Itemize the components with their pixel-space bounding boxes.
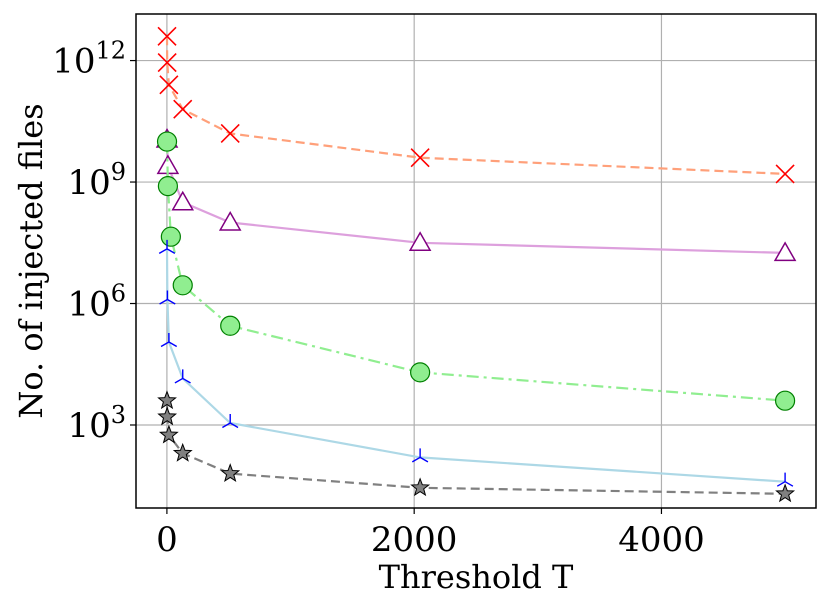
series-circle-point [172, 275, 193, 296]
series-x-point [173, 99, 193, 119]
series-star-line [165, 400, 786, 495]
y-tick-label: 103 [67, 401, 126, 446]
series-tri-down-point [411, 448, 429, 463]
series-x-point [159, 75, 179, 95]
series-circle-point [156, 131, 178, 152]
series-x [157, 26, 795, 184]
series-circle-point [774, 390, 796, 411]
series-triangle-point [171, 190, 195, 211]
series-tri-down-point [174, 369, 191, 384]
series-layer [155, 26, 797, 503]
series-x-point [220, 123, 240, 144]
series-triangle-point [218, 211, 242, 231]
series-x-point [775, 164, 795, 184]
series-triangle-point [773, 241, 797, 262]
y-tick-label: 1012 [52, 37, 126, 82]
series-circle-point [157, 175, 178, 197]
series-x-point [410, 148, 430, 168]
series-circle [156, 131, 796, 411]
series-tri-down [158, 239, 794, 487]
series-circle-point [220, 315, 241, 336]
series-star-point [172, 442, 193, 462]
y-tick-label: 106 [67, 280, 126, 325]
series-x-point [157, 26, 177, 46]
series-circle-point [160, 226, 181, 247]
series-triangle-point [408, 231, 432, 252]
series-star-point [220, 463, 241, 483]
grid [136, 14, 816, 508]
series-star-point [158, 424, 179, 444]
series-x-point [157, 53, 177, 73]
y-axis-title: No. of injected files [12, 103, 50, 418]
series-tri-down-point [158, 239, 176, 254]
series-tri-down-line [165, 248, 786, 483]
series-tri-down-point [222, 413, 239, 429]
y-tick-label: 109 [67, 158, 126, 203]
x-tick-label: 4000 [618, 520, 705, 560]
series-x-line [165, 36, 786, 175]
series-circle-line [165, 141, 786, 402]
series-star-point [410, 477, 431, 497]
series-star-point [157, 406, 178, 426]
series-star-point [157, 390, 177, 410]
series-star-point [775, 483, 796, 503]
x-tick-label: 0 [156, 520, 178, 560]
series-star [157, 390, 796, 503]
series-tri-down-point [776, 472, 794, 487]
x-axis-title: Threshold T [379, 558, 574, 596]
x-tick-label: 2000 [371, 520, 458, 560]
series-triangle-line [165, 139, 786, 254]
plot-frame [135, 13, 817, 509]
series-triangle [155, 128, 797, 262]
ticks: 0 2000 4000 103 106 109 1012 [52, 37, 705, 560]
series-tri-down-point [159, 290, 176, 305]
series-circle-point [410, 362, 431, 383]
series-tri-down-point [160, 332, 178, 348]
